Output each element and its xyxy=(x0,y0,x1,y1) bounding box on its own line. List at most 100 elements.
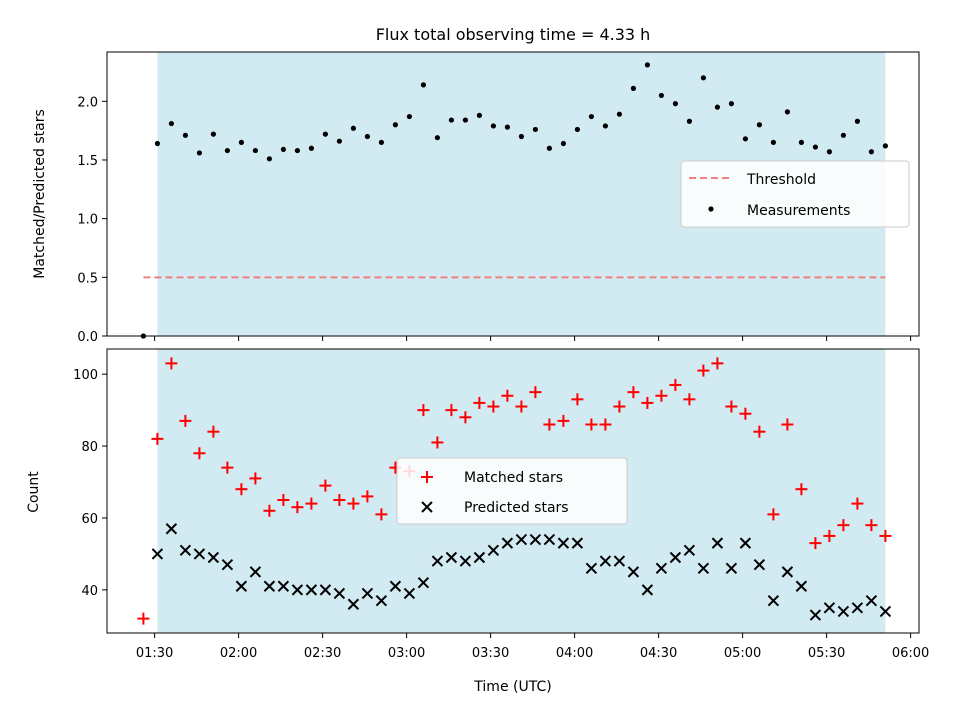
x-axis-label: Time (UTC) xyxy=(473,679,551,695)
measurement-point xyxy=(504,124,510,130)
measurement-point xyxy=(154,140,160,147)
matched-star-point xyxy=(585,418,598,431)
matched-star-point xyxy=(669,378,682,391)
x-tick-label: 05:00 xyxy=(724,646,761,661)
bottom-y-axis: 40 60 80 100 xyxy=(73,368,107,599)
predicted-star-point xyxy=(193,548,206,560)
x-tick-label: 04:30 xyxy=(640,646,677,661)
predicted-star-point xyxy=(375,594,388,607)
predicted-star-point xyxy=(347,598,360,610)
predicted-star-point xyxy=(739,537,752,549)
predicted-star-point xyxy=(753,558,766,571)
matched-star-point xyxy=(711,357,724,370)
measurement-point xyxy=(602,123,609,129)
predicted-star-point xyxy=(291,584,304,596)
matched-star-point xyxy=(291,501,304,514)
predicted-star-point xyxy=(697,562,710,574)
matched-star-point xyxy=(543,418,556,431)
y-tick-label: 1.0 xyxy=(77,213,98,228)
predicted-star-point xyxy=(795,580,808,592)
predicted-star-point xyxy=(515,533,528,546)
predicted-star-point xyxy=(543,533,556,546)
measurement-point xyxy=(546,145,553,151)
matched-star-point xyxy=(375,508,388,521)
matched-stars-series xyxy=(137,357,892,625)
measurement-point xyxy=(770,139,777,145)
matched-star-point xyxy=(725,400,738,413)
x-tick-label: 03:30 xyxy=(472,646,509,661)
predicted-star-point xyxy=(179,544,192,557)
matched-star-point xyxy=(221,461,234,474)
bottom-y-axis-label: Count xyxy=(26,471,42,513)
x-tick-label: 01:30 xyxy=(136,646,173,661)
y-tick-label: 60 xyxy=(81,512,98,527)
measurement-point xyxy=(798,139,805,145)
matched-star-point xyxy=(473,396,486,409)
legend-matched-label: Matched stars xyxy=(464,470,563,486)
measurement-point xyxy=(840,132,847,138)
measurement-point xyxy=(532,126,539,133)
predicted-star-point xyxy=(599,555,612,567)
legend-threshold-label: Threshold xyxy=(746,172,816,188)
measurement-point xyxy=(560,140,567,147)
predicted-star-point xyxy=(263,580,276,592)
matched-star-point xyxy=(557,414,570,427)
matched-star-point xyxy=(361,490,374,503)
measurement-point xyxy=(490,123,496,129)
measurement-point xyxy=(868,149,875,155)
measurement-point xyxy=(252,147,258,154)
measurement-point xyxy=(672,101,679,107)
predicted-star-point xyxy=(221,558,234,571)
matched-star-point xyxy=(655,389,668,402)
matched-star-point xyxy=(781,418,794,431)
measurement-point xyxy=(756,122,763,128)
matched-star-point xyxy=(333,493,346,506)
measurement-point xyxy=(518,133,525,140)
measurement-point xyxy=(420,82,426,88)
matched-star-point xyxy=(879,529,892,542)
measurement-point xyxy=(294,147,300,154)
legend-measurements-label: Measurements xyxy=(747,203,850,219)
predicted-star-point xyxy=(823,602,836,614)
bottom-axes-frame xyxy=(106,348,920,634)
y-tick-label: 100 xyxy=(73,368,98,383)
matched-star-point xyxy=(417,404,430,417)
matched-star-point xyxy=(823,529,836,542)
predicted-star-point xyxy=(851,602,864,614)
predicted-star-point xyxy=(781,566,794,578)
measurement-point xyxy=(882,143,889,149)
measurement-point xyxy=(686,118,693,124)
matched-star-point xyxy=(683,393,696,406)
predicted-star-point xyxy=(305,584,318,596)
measurement-point xyxy=(392,122,398,128)
y-tick-label: 40 xyxy=(81,584,98,599)
top-axes-frame xyxy=(106,51,920,337)
measurement-point xyxy=(210,131,216,137)
top-x-ticks xyxy=(154,336,912,341)
x-tick-label: 02:30 xyxy=(304,646,341,661)
measurement-point xyxy=(728,101,735,107)
matched-star-point xyxy=(529,386,542,399)
matched-star-point xyxy=(165,357,178,370)
matched-star-point xyxy=(739,407,752,420)
measurement-point xyxy=(854,118,861,124)
chart-title: Flux total observing time = 4.33 h xyxy=(376,25,651,44)
matched-star-point xyxy=(809,537,822,550)
predicted-star-point xyxy=(809,609,822,621)
measurement-point xyxy=(742,136,749,142)
predicted-star-point xyxy=(501,537,514,549)
matched-star-point xyxy=(613,400,626,413)
matched-star-point xyxy=(865,519,878,532)
top-legend: Threshold Measurements xyxy=(680,160,910,228)
measurement-point xyxy=(448,117,454,123)
matched-star-point xyxy=(641,396,654,409)
predicted-star-point xyxy=(151,548,164,560)
matched-star-point xyxy=(571,393,584,406)
matched-star-point xyxy=(487,400,500,413)
legend-predicted-swatch xyxy=(421,501,433,513)
bottom-legend-box xyxy=(396,457,628,525)
bottom-legend: Matched stars Predicted stars xyxy=(396,457,628,525)
top-legend-box xyxy=(680,160,910,228)
matched-star-point xyxy=(207,425,220,438)
